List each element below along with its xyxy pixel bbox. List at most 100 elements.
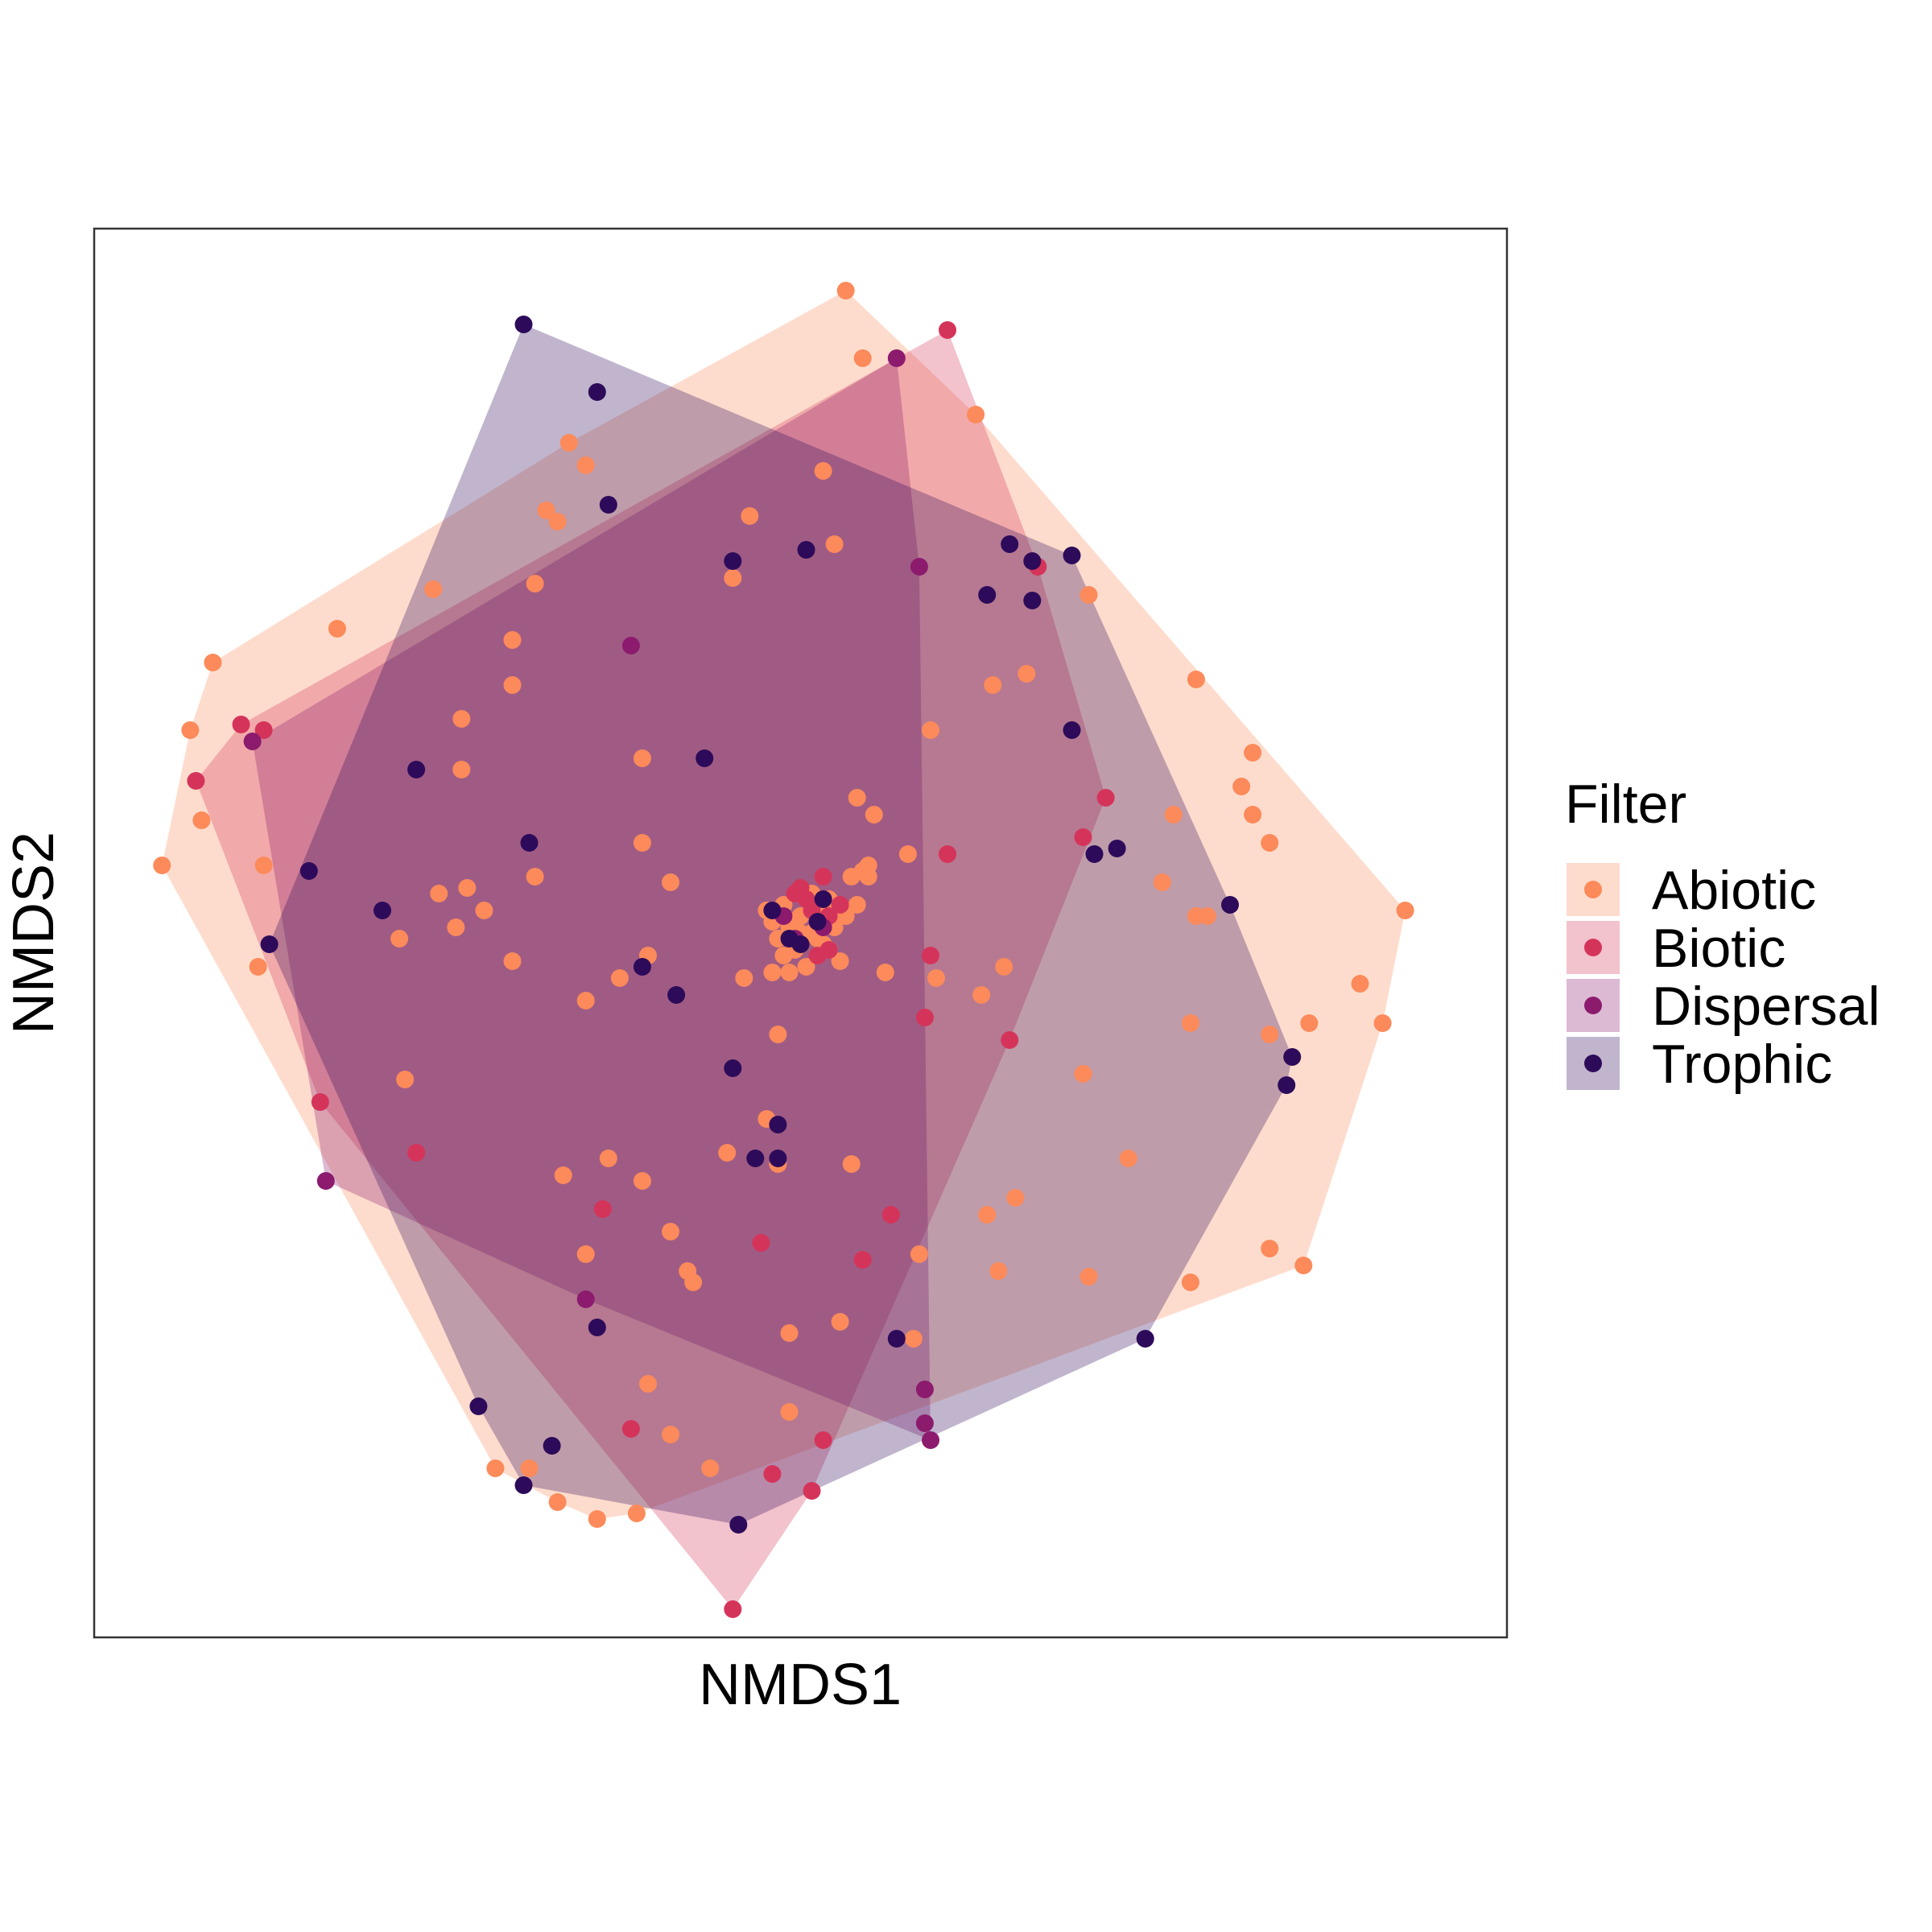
abiotic-point [797,958,815,976]
x-axis-title: NMDS1 [699,1653,902,1717]
trophic-point [978,586,997,604]
abiotic-point [1018,665,1036,683]
biotic-point [831,896,849,914]
abiotic-point [554,1166,572,1184]
dispersal-point [910,558,928,576]
biotic-point [621,1420,640,1438]
dispersal-point [915,1381,934,1398]
abiotic-point [922,721,939,739]
legend-title: Filter [1565,774,1686,835]
abiotic-point [780,1403,799,1421]
abiotic-point [865,806,883,824]
dispersal-point [922,1431,939,1449]
trophic-point [543,1437,561,1455]
abiotic-point [526,575,544,592]
trophic-point [1063,721,1081,739]
abiotic-point [181,721,200,739]
legend-dot-biotic [1584,939,1602,956]
abiotic-point [842,1155,861,1173]
trophic-point [696,749,714,767]
abiotic-point [559,434,578,452]
biotic-point [1074,828,1092,846]
abiotic-point [548,513,567,530]
abiotic-point [1181,1274,1199,1291]
biotic-point [311,1093,329,1111]
biotic-point [187,772,205,790]
dispersal-point [621,637,640,654]
abiotic-point [763,964,782,981]
abiotic-point [153,857,171,874]
dispersal-point [887,349,906,367]
abiotic-point [1153,873,1171,891]
trophic-point [667,986,686,1004]
abiotic-point [452,761,471,778]
abiotic-point [1294,1257,1313,1274]
abiotic-point [486,1459,505,1477]
biotic-point [814,868,832,886]
abiotic-point [503,676,522,694]
abiotic-point [831,1313,849,1331]
abiotic-point [814,462,832,480]
abiotic-point [1080,1268,1098,1286]
trophic-point [588,383,606,401]
abiotic-point [1181,1014,1199,1032]
legend-label-trophic: Trophic [1652,1034,1832,1095]
trophic-point [1085,845,1104,863]
abiotic-point [452,710,471,728]
abiotic-point [741,507,759,525]
point-layer [153,282,1414,1618]
biotic-point [814,1431,832,1449]
abiotic-point [701,1459,720,1477]
biotic-point [1096,789,1115,807]
abiotic-point [390,930,409,947]
trophic-point [374,902,391,919]
trophic-point [1063,547,1081,564]
abiotic-point [836,282,855,299]
abiotic-point [848,789,866,807]
abiotic-point [328,620,346,638]
abiotic-point [735,969,753,987]
abiotic-point [780,964,799,981]
trophic-point [724,552,742,570]
biotic-point [808,947,827,964]
abiotic-point [548,1493,567,1511]
abiotic-point [978,1206,997,1224]
abiotic-point [724,569,742,587]
abiotic-point [718,1144,737,1162]
trophic-point [1023,592,1042,609]
abiotic-point [458,879,477,897]
abiotic-point [910,1245,928,1263]
biotic-point [915,1009,934,1026]
abiotic-point [1244,744,1262,762]
abiotic-point [1300,1014,1319,1032]
abiotic-point [1373,1014,1392,1032]
trophic-point [299,862,318,880]
abiotic-point [972,986,991,1004]
trophic-point [1023,552,1042,570]
abiotic-point [639,1375,657,1393]
abiotic-point [967,406,985,423]
abiotic-point [633,834,651,852]
abiotic-point [662,1223,679,1241]
trophic-point [814,890,832,908]
abiotic-point [1006,1189,1025,1207]
abiotic-point [1261,834,1279,852]
dispersal-point [576,1290,595,1308]
abiotic-point [1164,806,1183,824]
abiotic-point [249,958,267,976]
abiotic-point [780,1324,799,1342]
biotic-point [752,1234,770,1252]
trophic-point [514,1476,533,1494]
abiotic-point [1351,975,1369,993]
abiotic-point [825,535,844,553]
trophic-point [1221,896,1239,914]
trophic-point [260,935,279,953]
trophic-point [514,316,533,333]
trophic-point [1001,535,1019,553]
abiotic-point [1119,1150,1137,1167]
abiotic-point [503,952,522,970]
abiotic-point [853,349,872,367]
trophic-point [763,902,782,919]
trophic-point [520,834,539,852]
